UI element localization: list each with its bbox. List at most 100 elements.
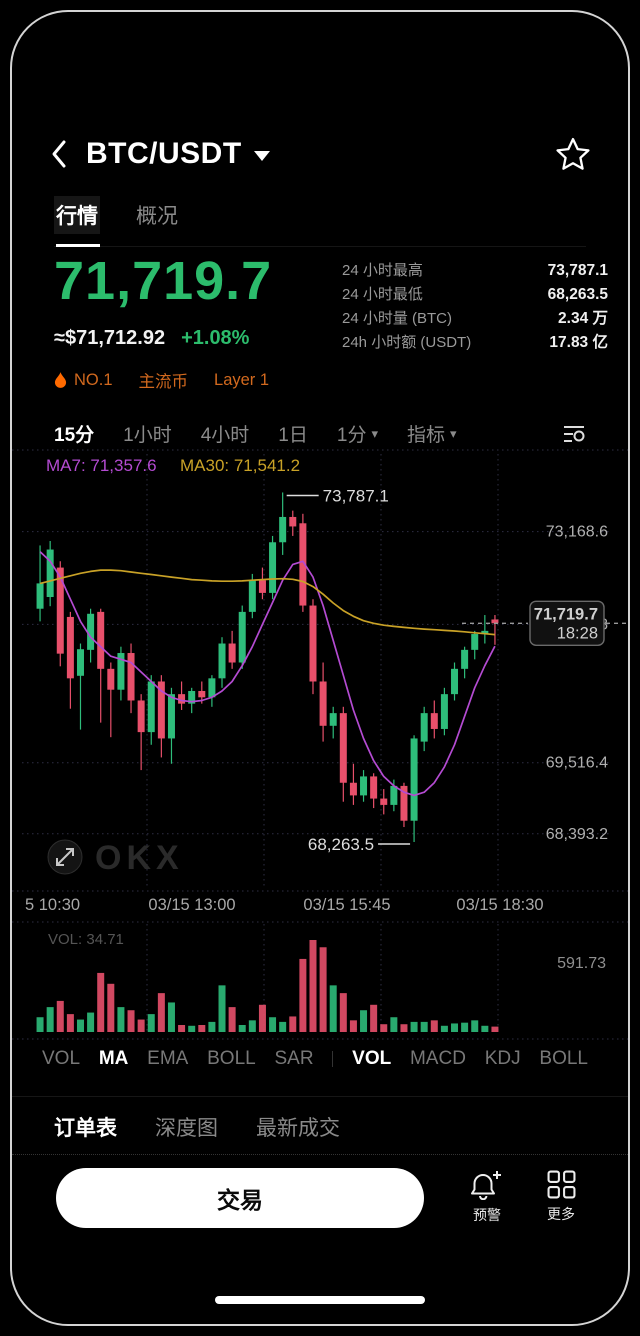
alert-action[interactable]: 预警 bbox=[455, 1170, 519, 1225]
stat-row-low: 24 小时最低 68,263.5 bbox=[342, 286, 608, 303]
fiat-price: ≈$71,712.92 bbox=[54, 327, 166, 349]
fullscreen-icon[interactable] bbox=[47, 839, 83, 875]
badge-rank[interactable]: NO.1 bbox=[54, 371, 113, 390]
candle bbox=[279, 516, 287, 543]
flame-icon bbox=[54, 371, 67, 388]
tf-more-intervals[interactable]: 1分 ▾ bbox=[336, 425, 378, 446]
candle bbox=[198, 690, 206, 698]
candle bbox=[127, 653, 135, 701]
candle bbox=[491, 619, 499, 624]
phone-frame: BTC/USDT 行情 概况 71,719.7 ≈$71,712.92 +1.0… bbox=[10, 10, 630, 1326]
candle bbox=[329, 713, 337, 726]
volume-bar bbox=[289, 1016, 297, 1032]
badge-mainstream[interactable]: 主流币 bbox=[138, 373, 189, 391]
volume-bar bbox=[87, 1012, 95, 1032]
candle bbox=[66, 616, 74, 679]
tf-1d[interactable]: 1日 bbox=[278, 425, 308, 446]
volume-bar bbox=[440, 1025, 448, 1032]
tf-indicators-menu[interactable]: 指标 ▾ bbox=[406, 425, 457, 446]
candle bbox=[218, 643, 226, 679]
tab-latest-trades[interactable]: 最新成交 bbox=[256, 1117, 340, 1140]
volume-bar bbox=[491, 1026, 499, 1032]
ma-line-ma7 bbox=[39, 551, 496, 797]
volume-bar bbox=[380, 1024, 388, 1032]
volume-bar bbox=[339, 993, 347, 1032]
candle bbox=[157, 681, 165, 739]
volume-bar bbox=[471, 1020, 479, 1032]
volume-bar bbox=[147, 1014, 155, 1032]
bell-plus-icon bbox=[471, 1171, 501, 1200]
tab-depth-chart[interactable]: 深度图 bbox=[155, 1117, 218, 1140]
candle bbox=[319, 681, 327, 726]
trade-button[interactable]: 交易 bbox=[56, 1168, 424, 1228]
candle bbox=[451, 668, 459, 695]
vol-current-label: VOL: 34.71 bbox=[48, 931, 124, 948]
volume-bar bbox=[299, 958, 307, 1032]
volume-bar bbox=[309, 940, 317, 1032]
candle bbox=[36, 583, 44, 609]
stats-panel: 24 小时最高 73,787.1 24 小时最低 68,263.5 24 小时量… bbox=[342, 259, 608, 355]
candle bbox=[299, 523, 307, 606]
volume-bar bbox=[157, 993, 165, 1032]
tab-overview[interactable]: 概况 bbox=[136, 205, 178, 228]
current-time-label: 18:28 bbox=[557, 624, 598, 642]
volume-bar bbox=[269, 1017, 277, 1032]
volume-bar bbox=[410, 1021, 418, 1032]
volume-bar bbox=[420, 1021, 428, 1032]
header: BTC/USDT bbox=[50, 132, 590, 176]
candle bbox=[258, 580, 266, 593]
okx-watermark: OKX bbox=[95, 839, 184, 877]
volume-bar bbox=[329, 985, 337, 1032]
back-icon[interactable] bbox=[50, 139, 68, 169]
indicator-boll-sub[interactable]: BOLL bbox=[539, 1048, 588, 1069]
candle bbox=[97, 611, 105, 669]
pair-dropdown-caret-icon[interactable] bbox=[253, 151, 270, 161]
volume-bar bbox=[400, 1024, 408, 1032]
stat-row-turnover-usdt: 24h 小时额 (USDT) 17.83 亿 bbox=[342, 334, 608, 351]
high-annotation: 73,787.1 bbox=[323, 486, 389, 505]
volume-chart[interactable]: VOL: 34.71 591.73 bbox=[12, 920, 628, 1042]
chart-settings-icon[interactable] bbox=[562, 423, 586, 445]
indicator-ema[interactable]: EMA bbox=[147, 1048, 189, 1069]
more-action[interactable]: 更多 bbox=[529, 1170, 593, 1224]
indicator-boll[interactable]: BOLL bbox=[207, 1048, 256, 1069]
tab-quotes[interactable]: 行情 bbox=[54, 196, 100, 247]
volume-bar bbox=[258, 1004, 266, 1032]
indicator-kdj[interactable]: KDJ bbox=[484, 1048, 521, 1069]
volume-bar bbox=[390, 1017, 398, 1032]
ma30-legend: MA30: 71,541.2 bbox=[180, 456, 300, 475]
x-axis-label: 03/15 13:00 bbox=[148, 896, 235, 914]
volume-bar bbox=[461, 1022, 469, 1032]
favorite-star-icon[interactable] bbox=[556, 137, 590, 171]
indicator-vol-sub[interactable]: VOL bbox=[352, 1048, 392, 1069]
candle bbox=[430, 713, 438, 729]
price-chart[interactable]: 73,168.671,702.869,516.468,393.2OKXMA7: … bbox=[12, 448, 628, 918]
candle bbox=[107, 668, 115, 690]
last-price: 71,719.7 bbox=[54, 251, 273, 311]
candle bbox=[390, 785, 398, 805]
volume-bar bbox=[248, 1020, 256, 1032]
indicator-sar[interactable]: SAR bbox=[274, 1048, 314, 1069]
badge-layer1[interactable]: Layer 1 bbox=[214, 370, 270, 389]
tf-1h[interactable]: 1小时 bbox=[123, 425, 172, 446]
indicator-vol-main[interactable]: VOL bbox=[42, 1048, 81, 1069]
indicator-ma[interactable]: MA bbox=[98, 1048, 129, 1069]
indicator-macd[interactable]: MACD bbox=[409, 1048, 466, 1069]
candle bbox=[380, 798, 388, 805]
stat-row-volume-btc: 24 小时量 (BTC) 2.34 万 bbox=[342, 310, 608, 327]
tab-order-book[interactable]: 订单表 bbox=[54, 1117, 117, 1140]
volume-bar bbox=[76, 1019, 84, 1032]
tf-4h[interactable]: 4小时 bbox=[200, 425, 250, 446]
section-divider bbox=[12, 1096, 628, 1097]
candle bbox=[289, 516, 297, 527]
candle bbox=[228, 643, 236, 663]
volume-bar bbox=[46, 1007, 54, 1032]
tf-15m[interactable]: 15分 bbox=[54, 425, 95, 446]
volume-bar bbox=[319, 947, 327, 1032]
candle bbox=[461, 649, 469, 669]
volume-bar bbox=[56, 1000, 64, 1032]
x-axis-label: 03/15 18:30 bbox=[456, 896, 543, 914]
candle bbox=[248, 580, 256, 612]
stat-row-high: 24 小时最高 73,787.1 bbox=[342, 262, 608, 279]
candle bbox=[46, 549, 54, 598]
